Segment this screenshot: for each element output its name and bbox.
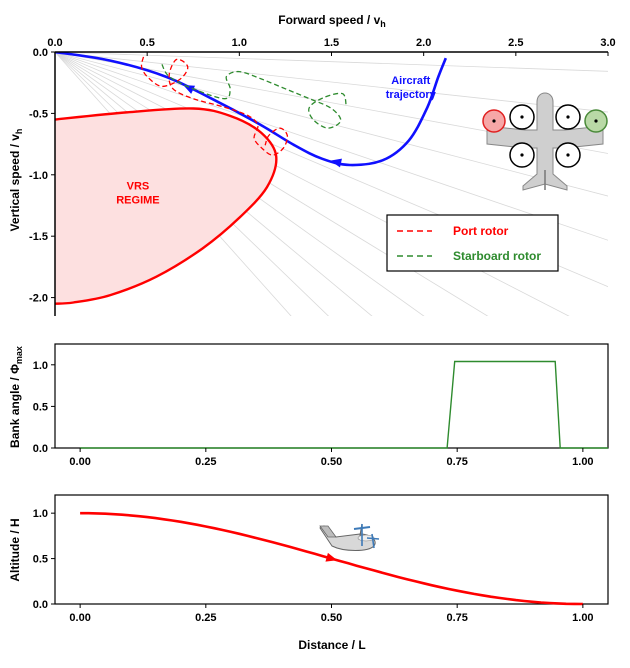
x-tick-label: 0.50 [321, 456, 342, 468]
reference-ray [55, 52, 608, 197]
legend: Port rotor Starboard rotor [386, 214, 559, 272]
x-ticks: 0.00 0.25 0.50 0.75 1.00 [69, 448, 594, 468]
tilt-rotor-aircraft-side-view-icon [319, 523, 380, 551]
trajectory-arrow [183, 85, 196, 94]
x-tick-label: 1.00 [572, 456, 593, 468]
x-tick-label: 0.75 [446, 456, 467, 468]
plot-frame [54, 494, 609, 605]
vrs-chart: VRS REGIME Aircraft trajectory Port [8, 13, 616, 316]
port-rotor-line [140, 56, 289, 156]
x-ticks: 0.0 0.5 1.0 1.5 2.0 2.5 3.0 [47, 37, 616, 56]
vrs-region-label: VRS [127, 181, 150, 193]
x-tick-label: 0.50 [321, 612, 342, 624]
x-tick-label: 0.0 [47, 37, 62, 49]
bank-angle-line [80, 360, 608, 449]
trajectory-label-2: trajectory [386, 89, 437, 101]
x-tick-label: 0.25 [195, 612, 216, 624]
vrs-region-label-2: REGIME [116, 195, 159, 207]
y-ticks: 0.0 0.5 1.0 [33, 508, 55, 611]
series-group [80, 511, 583, 606]
x-tick-label: 0.00 [69, 612, 90, 624]
aircraft-trajectory-line [55, 52, 448, 167]
reference-ray [55, 52, 608, 72]
reference-ray [55, 52, 608, 241]
y-tick-label: -1.5 [29, 231, 48, 243]
y-tick-label: -1.0 [29, 170, 48, 182]
reference-ray [55, 52, 608, 288]
altitude-arrow [325, 552, 338, 562]
y-tick-label: 0.5 [33, 401, 48, 413]
y-tick-label: 1.0 [33, 360, 48, 372]
y-tick-label: -0.5 [29, 108, 48, 120]
y-axis-label: Altitude / H [8, 518, 22, 581]
x-tick-label: 1.5 [324, 37, 339, 49]
x-tick-label: 1.0 [232, 37, 247, 49]
x-ticks: 0.00 0.25 0.50 0.75 1.00 [69, 604, 594, 624]
x-tick-label: 0.00 [69, 456, 90, 468]
x-tick-label: 0.5 [140, 37, 155, 49]
vrs-region [55, 107, 278, 305]
x-axis-label: Distance / L [298, 638, 365, 652]
y-axis-label: Vertical speed / vh [8, 129, 24, 232]
trajectory-arrow [330, 158, 342, 168]
y-tick-label: 0.0 [33, 443, 48, 455]
x-tick-label: 3.0 [600, 37, 615, 49]
x-tick-label: 0.25 [195, 456, 216, 468]
y-tick-label: 0.0 [33, 47, 48, 59]
y-ticks: 0.0 0.5 1.0 [33, 360, 55, 455]
plot-frame [54, 343, 609, 449]
altitude-chart: 0.00 0.25 0.50 0.75 1.00 0.0 0.5 1.0 Altitude … [8, 494, 609, 652]
series-group [55, 52, 448, 168]
reference-ray [55, 52, 570, 316]
x-tick-label: 1.00 [572, 612, 593, 624]
y-tick-label: -2.0 [29, 293, 48, 305]
legend-label-starboard: Starboard rotor [453, 249, 541, 263]
x-tick-label: 2.5 [508, 37, 523, 49]
y-axis-label: Bank angle / Φmax [8, 346, 24, 448]
tilt-rotor-aircraft-top-view-icon [482, 92, 608, 191]
starboard-rotor-line [161, 63, 347, 129]
series-group [80, 360, 608, 449]
y-tick-label: 1.0 [33, 508, 48, 520]
y-ticks: 0.0 -0.5 -1.0 -1.5 -2.0 [29, 47, 55, 305]
reference-ray [55, 52, 608, 113]
x-tick-label: 0.75 [446, 612, 467, 624]
y-tick-label: 0.0 [33, 599, 48, 611]
x-tick-label: 2.0 [416, 37, 431, 49]
y-tick-label: 0.5 [33, 554, 48, 566]
x-axis-label: Forward speed / vh [278, 13, 386, 29]
legend-label-port: Port rotor [453, 224, 509, 238]
trajectory-label: Aircraft [391, 75, 430, 87]
bank-angle-chart: 0.00 0.25 0.50 0.75 1.00 0.0 0.5 1.0 Bank angl… [8, 343, 609, 468]
